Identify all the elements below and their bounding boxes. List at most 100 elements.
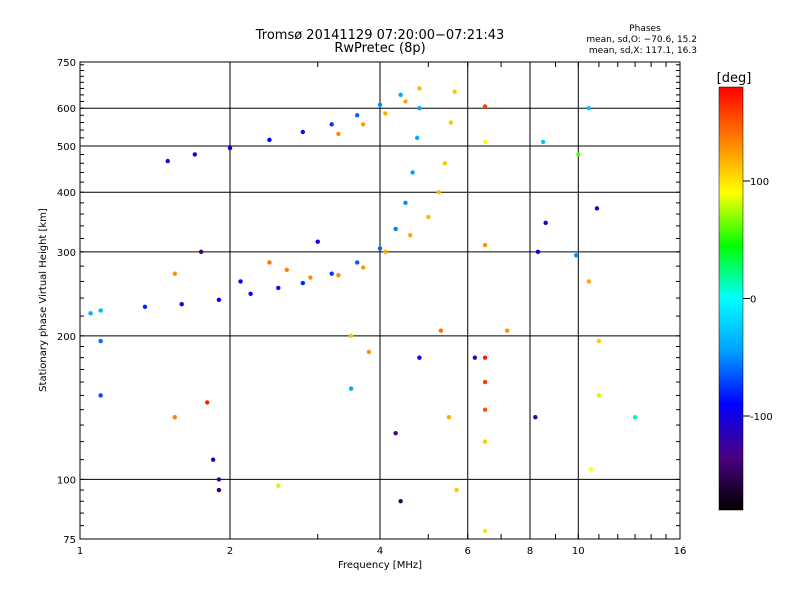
data-point: [216, 477, 222, 482]
data-point: [452, 89, 457, 94]
data-point: [300, 280, 306, 286]
data-point: [300, 129, 306, 135]
grid-lines: [80, 62, 680, 539]
phases-header: Phases: [629, 24, 661, 34]
colorbar-tick-label: -100: [750, 412, 773, 423]
y-tick-label: 750: [57, 58, 76, 69]
phase-stat-o: mean, sd,O: −70.6, 15.2: [586, 35, 697, 45]
data-point: [482, 104, 488, 109]
data-point: [383, 249, 388, 255]
data-point: [204, 400, 210, 405]
data-point: [398, 92, 403, 98]
data-point: [417, 106, 422, 111]
data-point: [354, 113, 360, 118]
colorbar-label: [deg]: [717, 71, 752, 86]
x-tick-label: 16: [674, 546, 687, 557]
x-tick-label: 1: [77, 546, 83, 557]
y-tick-label: 600: [57, 104, 76, 115]
data-point: [377, 102, 383, 108]
data-point: [414, 135, 420, 141]
x-axis-label: Frequency [MHz]: [338, 560, 422, 571]
data-point: [535, 249, 541, 255]
data-point: [482, 242, 488, 248]
data-point: [417, 355, 422, 360]
data-point: [540, 139, 546, 145]
data-point: [482, 355, 488, 360]
chart-title: Tromsø 20141129 07:20:00−07:21:43: [255, 28, 505, 43]
data-point: [348, 386, 354, 391]
colorbar-tick-label: 100: [750, 177, 769, 188]
data-point: [165, 158, 170, 164]
data-point: [336, 131, 341, 137]
data-point: [284, 267, 289, 273]
data-point: [442, 161, 448, 166]
data-point: [276, 483, 281, 488]
data-point: [426, 214, 431, 220]
y-tick-label: 300: [57, 248, 76, 259]
data-point: [308, 275, 313, 280]
y-axis: 75 100 200 300 400 500 600 750: [57, 58, 680, 546]
x-axis: 1 2 4 6 8 10 16: [77, 62, 687, 557]
data-point: [198, 249, 204, 255]
data-point: [393, 430, 398, 436]
data-point: [393, 226, 398, 232]
data-point: [482, 379, 488, 385]
data-point: [533, 415, 538, 420]
data-point: [98, 308, 103, 313]
data-point: [417, 86, 422, 91]
data-point: [454, 487, 459, 493]
data-point: [142, 304, 148, 310]
data-point: [216, 297, 222, 302]
data-point: [172, 415, 178, 420]
data-point: [504, 328, 510, 333]
data-point: [482, 439, 488, 444]
data-point: [88, 311, 93, 316]
data-point: [366, 349, 372, 355]
data-point: [436, 190, 442, 195]
data-point: [482, 407, 488, 412]
colorbar-ticks: -100 0 100: [743, 177, 773, 423]
chart-subtitle: RwPretec (8p): [334, 41, 425, 56]
data-point: [315, 239, 320, 244]
data-point: [216, 487, 222, 493]
x-tick-label: 10: [572, 546, 585, 557]
colorbar-tick-label: 0: [750, 295, 756, 306]
colorbar: [718, 86, 744, 511]
data-point: [576, 152, 581, 157]
data-point: [398, 499, 403, 504]
data-point: [383, 111, 388, 116]
data-point: [482, 139, 488, 145]
data-point: [354, 260, 360, 265]
data-points: [88, 86, 638, 534]
data-point: [329, 271, 334, 276]
data-point: [348, 333, 354, 339]
data-point: [98, 338, 103, 344]
y-tick-label: 75: [63, 535, 76, 546]
data-point: [403, 99, 408, 104]
data-point: [543, 220, 548, 226]
data-point: [472, 355, 478, 360]
data-point: [482, 528, 488, 534]
data-point: [446, 415, 452, 420]
y-tick-label: 400: [57, 188, 76, 199]
data-point: [448, 120, 454, 125]
x-tick-label: 6: [465, 546, 471, 557]
data-point: [586, 279, 592, 284]
data-point: [238, 279, 243, 284]
data-point: [329, 122, 334, 127]
phase-stat-x: mean, sd,X: 117.1, 16.3: [589, 46, 697, 56]
data-point: [276, 285, 281, 291]
y-tick-label: 100: [57, 475, 76, 486]
data-point: [408, 233, 413, 238]
data-point: [596, 338, 602, 344]
data-point: [179, 301, 184, 307]
data-point: [410, 170, 415, 175]
data-point: [210, 457, 216, 462]
x-tick-label: 8: [527, 546, 533, 557]
data-point: [586, 106, 592, 111]
data-point: [377, 246, 383, 251]
data-point: [227, 145, 233, 151]
data-point: [172, 271, 178, 276]
data-point: [192, 152, 198, 157]
data-point: [360, 265, 366, 270]
